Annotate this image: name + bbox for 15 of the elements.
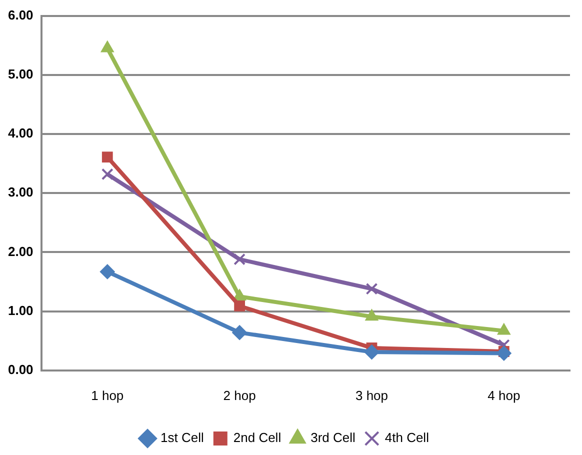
- y-tick-label: 5.00: [8, 66, 34, 82]
- x-tick-label: 3 hop: [355, 388, 388, 403]
- legend-label: 4th Cell: [384, 430, 430, 446]
- y-tick-label: 1.00: [8, 302, 34, 318]
- y-tick-label: 4.00: [8, 126, 34, 141]
- y-tick-label: 2.00: [8, 244, 34, 259]
- x-tick-label: 4 hop: [488, 388, 520, 403]
- y-tick-label: 0.00: [8, 362, 34, 377]
- legend-label: 1st Cell: [160, 430, 204, 446]
- x-tick-label: 2 hop: [223, 388, 256, 403]
- legend-label: 3rd Cell: [310, 430, 356, 446]
- y-tick-label: 3.00: [8, 184, 34, 200]
- legend-label: 2nd Cell: [233, 430, 282, 446]
- y-tick-label: 6.00: [8, 7, 34, 22]
- x-tick-label: 1 hop: [91, 388, 124, 403]
